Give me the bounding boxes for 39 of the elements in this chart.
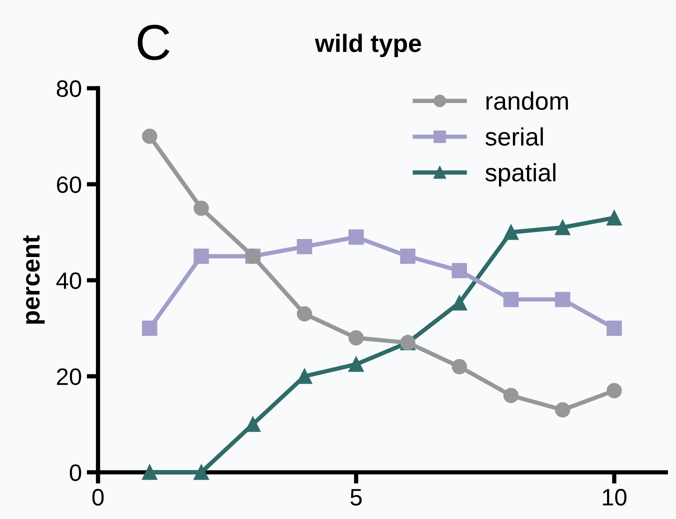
legend-label: random: [486, 92, 568, 110]
point: [296, 306, 312, 322]
x-tick-label: 5: [350, 489, 362, 506]
y-tick-label: 20: [56, 368, 82, 386]
point: [606, 383, 622, 398]
x-tick-label: 0: [92, 488, 104, 506]
point: [296, 239, 312, 254]
point: [606, 320, 622, 336]
y-axis-title: percent: [23, 235, 45, 324]
point: [142, 128, 158, 144]
text: C: [138, 24, 170, 60]
point: [503, 388, 519, 404]
y-tick-label: 40: [56, 272, 82, 290]
point: [606, 210, 622, 226]
point: [400, 248, 416, 264]
point: [194, 200, 209, 216]
point: [554, 292, 570, 308]
point: [452, 295, 468, 310]
point: [554, 220, 570, 236]
point: [194, 464, 209, 480]
point: [452, 263, 468, 278]
point: [554, 402, 570, 418]
point: [142, 320, 158, 336]
point: [194, 248, 209, 264]
point: [503, 292, 519, 308]
point: [142, 464, 158, 480]
x-tick-label: 10: [602, 488, 626, 506]
point: [348, 356, 364, 372]
point: [348, 330, 364, 346]
y-tick-label: 0: [70, 464, 82, 482]
legend-label: serial: [485, 127, 543, 146]
y-tick-label: 80: [56, 80, 82, 98]
point: [503, 224, 519, 240]
point: [245, 416, 261, 432]
chart-title: wild type: [314, 34, 422, 58]
legend-label: spatial: [485, 163, 556, 186]
y-tick-label: 60: [56, 176, 82, 194]
point: [348, 229, 364, 245]
point: [452, 359, 468, 374]
